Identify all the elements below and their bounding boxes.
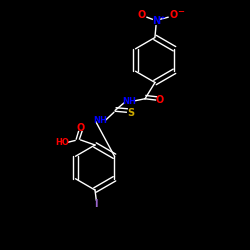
Text: O: O	[76, 123, 84, 133]
Text: O: O	[169, 10, 177, 20]
Text: −: −	[177, 7, 184, 16]
Text: I: I	[94, 199, 98, 209]
Text: NH: NH	[122, 97, 136, 106]
Text: O: O	[138, 10, 146, 20]
Text: NH: NH	[94, 116, 108, 125]
Text: S: S	[128, 108, 135, 118]
Text: HO: HO	[56, 138, 70, 147]
Text: +: +	[160, 14, 166, 20]
Text: O: O	[156, 95, 164, 105]
Text: N: N	[152, 16, 160, 26]
